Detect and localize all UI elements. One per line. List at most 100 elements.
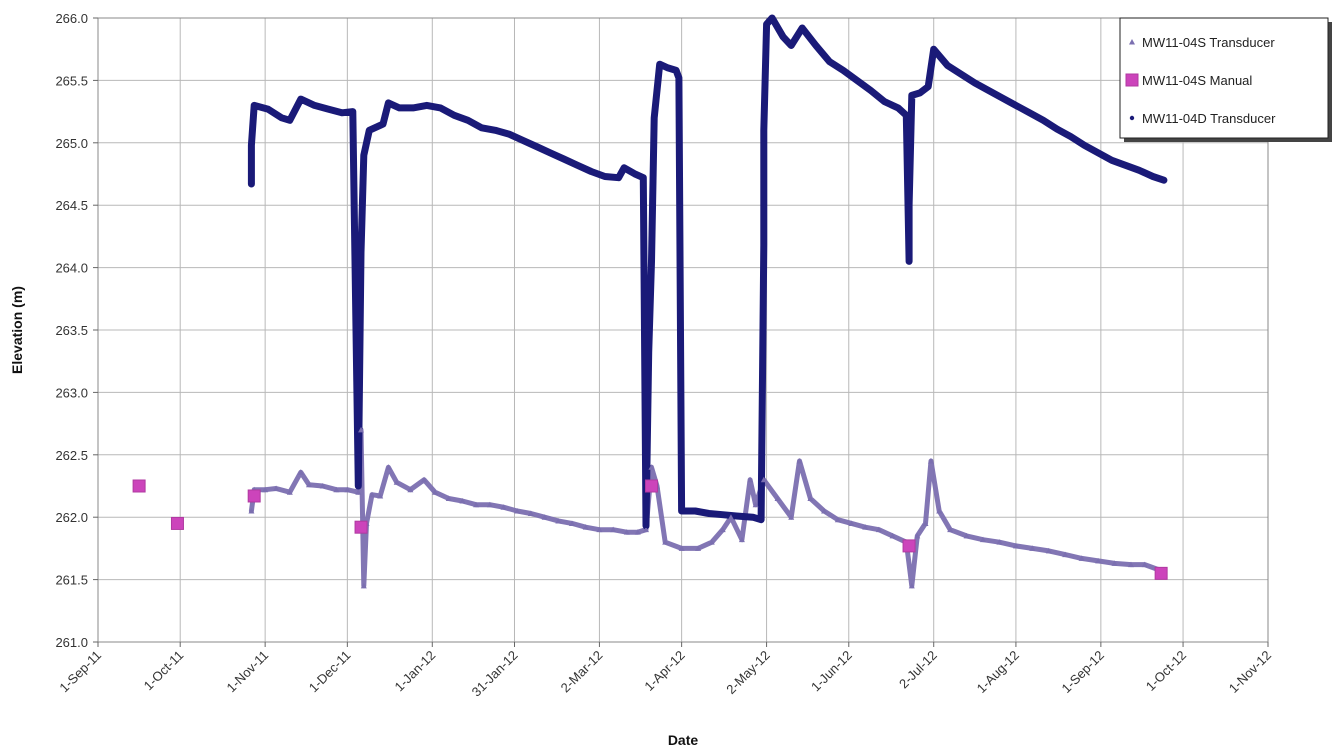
mw11-04s-transducer-point bbox=[286, 489, 293, 495]
mw11-04d-transducer-point bbox=[356, 483, 361, 489]
mw11-04s-transducer-point bbox=[738, 536, 745, 543]
mw11-04d-transducer-point bbox=[780, 34, 786, 39]
mw11-04s-transducer-point bbox=[273, 485, 280, 491]
mw11-04d-transducer-point bbox=[676, 75, 682, 81]
mw11-04s-transducer-point bbox=[1078, 555, 1085, 561]
mw11-04d-transducer-point bbox=[652, 115, 657, 121]
mw11-04s-transducer-point bbox=[708, 539, 715, 545]
mw11-04s-transducer-point bbox=[344, 486, 351, 493]
mw11-04d-transducer-point bbox=[657, 61, 662, 67]
mw11-04d-transducer-point bbox=[561, 156, 567, 162]
mw11-04d-transducer-point bbox=[1000, 95, 1005, 101]
mw11-04d-transducer-point bbox=[1123, 163, 1128, 168]
y-tick-label: 265.0 bbox=[55, 136, 88, 151]
mw11-04s-transducer-point bbox=[623, 529, 630, 535]
mw11-04d-transducer-point bbox=[673, 68, 679, 73]
mw11-04s-transducer-point bbox=[1127, 561, 1134, 568]
mw11-04s-transducer-point bbox=[445, 495, 452, 501]
mw11-04d-transducer-point bbox=[547, 150, 553, 155]
mw11-04s-transducer-point bbox=[875, 526, 882, 533]
mw11-04s-transducer-point bbox=[1095, 557, 1102, 564]
mw11-04d-transducer-point bbox=[909, 93, 914, 98]
mw11-04s-transducer-point bbox=[862, 524, 869, 530]
mw11-04d-transducer-point bbox=[679, 508, 684, 514]
mw11-04d-transducer-point bbox=[386, 100, 391, 106]
legend-label: MW11-04S Transducer bbox=[1142, 35, 1275, 50]
mw11-04d-transducer-point bbox=[1137, 168, 1142, 173]
y-axis-title: Elevation (m) bbox=[9, 286, 25, 374]
mw11-04s-transducer-point bbox=[648, 464, 655, 470]
mw11-04s-transducer-point bbox=[947, 526, 954, 533]
legend-label: MW11-04D Transducer bbox=[1142, 111, 1276, 126]
legend: MW11-04S Transducer MW11-04S Manual MW11-0… bbox=[1119, 17, 1332, 142]
mw11-04s-transducer-point bbox=[634, 529, 641, 535]
mw11-04d-transducer-point bbox=[616, 175, 621, 180]
mw11-04d-transducer-point bbox=[279, 115, 284, 121]
mw11-04d-transducer-point bbox=[706, 511, 712, 516]
mw11-04s-transducer-point bbox=[727, 514, 734, 520]
mw11-04s-transducer-point bbox=[980, 536, 987, 543]
mw11-04s-transducer-point bbox=[662, 539, 669, 545]
mw11-04d-transducer-point bbox=[397, 105, 402, 111]
mw11-04d-transducer-point bbox=[424, 103, 430, 108]
y-tick-label: 262.5 bbox=[55, 448, 88, 463]
mw11-04d-transducer-point bbox=[761, 128, 767, 133]
legend-marker bbox=[1129, 39, 1135, 45]
mw11-04d-transducer-point bbox=[350, 109, 356, 114]
mw11-04d-transducer-point bbox=[1150, 174, 1156, 179]
mw11-04s-transducer-point bbox=[393, 479, 400, 485]
mw11-04d-transducer-point bbox=[1082, 143, 1087, 148]
mw11-04d-transducer-point bbox=[312, 103, 317, 108]
mw11-04d-transducer-point bbox=[1068, 134, 1073, 139]
mw11-04s-transducer-point bbox=[432, 489, 439, 495]
mw11-04s-transducer-point bbox=[1141, 561, 1148, 568]
mw11-04s-transducer-point bbox=[796, 458, 803, 464]
mw11-04d-transducer-point bbox=[734, 513, 739, 519]
mw11-04s-transducer-point bbox=[333, 486, 340, 493]
mw11-04d-transducer-point bbox=[945, 63, 950, 68]
mw11-04d-transducer-point bbox=[361, 153, 366, 158]
mw11-04s-transducer-point bbox=[834, 516, 841, 523]
mw11-04d-transducer-point bbox=[358, 250, 364, 255]
mw11-04d-transducer-point bbox=[827, 59, 832, 64]
mw11-04d-transducer-point bbox=[589, 169, 594, 174]
mw11-04d-transducer-point bbox=[693, 508, 698, 514]
mw11-04s-transducer-point bbox=[473, 501, 480, 508]
legend-items: MW11-04S Transducer MW11-04S Manual MW11-0… bbox=[1125, 35, 1276, 126]
mw11-04d-transducer-point bbox=[926, 84, 931, 89]
mw11-04s-manual-point bbox=[902, 539, 916, 553]
y-tick-label: 264.0 bbox=[55, 261, 88, 276]
mw11-04d-transducer-point bbox=[906, 203, 912, 208]
y-axis-ticks: 261.0 261.5 262.0 262.5 263.0 263.5 264.0 264.5… bbox=[55, 11, 98, 650]
mw11-04s-transducer-point bbox=[914, 532, 921, 539]
mw11-04s-transducer-point bbox=[752, 501, 759, 508]
mw11-04s-transducer-point bbox=[996, 539, 1003, 545]
mw11-04d-transducer-point bbox=[789, 43, 794, 48]
mw11-04d-transducer-point bbox=[643, 523, 649, 529]
mw11-04d-transducer-point bbox=[882, 99, 887, 104]
mw11-04s-manual-point bbox=[644, 479, 658, 493]
mw11-04s-transducer-point bbox=[377, 492, 384, 499]
mw11-04d-transducer-point bbox=[769, 15, 775, 21]
mw11-04d-transducer-point bbox=[575, 163, 580, 168]
mw11-04d-transducer-point bbox=[1013, 103, 1019, 108]
y-tick-label: 262.0 bbox=[55, 510, 88, 525]
mw11-04d-transducer-point bbox=[750, 515, 756, 520]
mw11-04s-transducer-point bbox=[248, 507, 255, 514]
mw11-04s-transducer-point bbox=[936, 507, 943, 514]
mw11-04s-transducer-point bbox=[385, 464, 392, 470]
mw11-04d-transducer-point bbox=[298, 96, 303, 102]
mw11-04d-transducer-point bbox=[986, 88, 991, 93]
mw11-04d-transducer-point bbox=[632, 171, 638, 177]
mw11-04s-transducer-point bbox=[596, 526, 603, 533]
y-tick-label: 263.0 bbox=[55, 385, 88, 400]
mw11-04s-transducer-point bbox=[407, 486, 414, 493]
mw11-04s-transducer-point bbox=[569, 520, 576, 526]
series-markers bbox=[132, 15, 1168, 589]
mw11-04d-transducer-point bbox=[251, 103, 257, 108]
mw11-04d-transducer-point bbox=[904, 113, 909, 118]
mw11-04s-transducer-point bbox=[421, 476, 428, 483]
mw11-04s-manual-point bbox=[354, 520, 368, 534]
mw11-04s-transducer-point bbox=[927, 458, 934, 464]
mw11-04s-transducer-point bbox=[760, 476, 767, 483]
